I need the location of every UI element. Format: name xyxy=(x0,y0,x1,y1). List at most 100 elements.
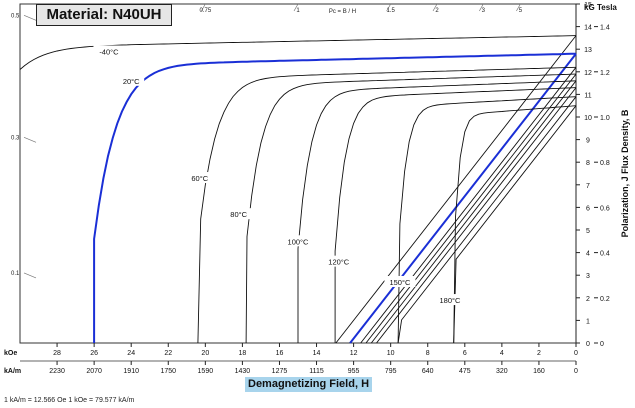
koe-tick-label: 16 xyxy=(276,350,284,357)
koe-tick-label: 20 xyxy=(201,350,209,357)
temperature-label: 20°C xyxy=(123,77,140,86)
koe-tick-label: 14 xyxy=(313,350,321,357)
kam-tick-label: 1910 xyxy=(123,368,139,375)
j-curve xyxy=(297,80,577,343)
demagnetization-curves xyxy=(19,35,577,344)
pc-top-tick-mark xyxy=(293,3,299,12)
koe-tick-label: 4 xyxy=(500,350,504,357)
j-curve xyxy=(197,66,577,344)
b-curve xyxy=(370,80,577,344)
kg-tick-label: 14 xyxy=(584,25,592,32)
tesla-tick-label: 0.6 xyxy=(600,205,610,212)
kg-unit-label: kG xyxy=(584,3,595,12)
pc-top-tick-label: 0.75 xyxy=(199,8,211,14)
koe-tick-label: 2 xyxy=(537,350,541,357)
kam-tick-label: 1590 xyxy=(198,368,214,375)
koe-unit-label: kOe xyxy=(4,350,17,357)
tesla-tick-label: 0 xyxy=(600,341,604,348)
temperature-label-bg xyxy=(93,45,125,57)
kam-tick-label: 320 xyxy=(496,368,508,375)
temperature-label-bg xyxy=(282,235,314,247)
koe-tick-label: 22 xyxy=(164,350,172,357)
koe-tick-label: 0 xyxy=(574,350,578,357)
temperature-label: -40°C xyxy=(99,47,119,56)
kam-tick-label: 640 xyxy=(422,368,434,375)
x-axis-label: Demagnetizing Field, H xyxy=(245,377,373,392)
koe-tick-label: 26 xyxy=(90,350,98,357)
kam-tick-label: 1275 xyxy=(272,368,288,375)
temperature-label: 80°C xyxy=(230,210,247,219)
pc-top-tick-label: 3 xyxy=(482,8,486,14)
temperature-label-bg xyxy=(434,294,466,306)
kam-tick-label: 1750 xyxy=(160,368,176,375)
pc-top-tick-label: 1.5 xyxy=(386,8,395,14)
kg-tick-label: 1 xyxy=(586,318,590,325)
koe-tick-label: 8 xyxy=(426,350,430,357)
temperature-label: 120°C xyxy=(328,258,350,267)
pc-top-tick-mark xyxy=(201,3,206,12)
kg-tick-label: 0 xyxy=(586,341,590,348)
temperature-labels: -40°C 20°C 60°C 80°C 100°C 120°C 150°C 180°C xyxy=(93,45,466,306)
tesla-unit-label: Tesla xyxy=(597,3,617,12)
temperature-label-bg xyxy=(323,255,355,267)
y-axis-label: Polarization, J Flux Density, B xyxy=(620,109,630,237)
unit-conversion-note: 1 kA/m = 12.566 Oe 1 kOe = 79.577 kA/m xyxy=(4,397,135,404)
kg-tick-label: 9 xyxy=(586,138,590,145)
pc-left-tick-mark xyxy=(23,272,37,279)
material-title: Material: N40UH xyxy=(36,4,172,26)
j-curve xyxy=(453,105,577,344)
koe-tick-label: 12 xyxy=(350,350,358,357)
b-curve xyxy=(453,105,577,344)
temperature-label-bg xyxy=(225,208,252,220)
b-curve xyxy=(349,53,577,344)
pc-top-tick-label: 1 xyxy=(296,8,300,14)
temperature-label-bg xyxy=(118,74,145,86)
kg-tick-label: 15 xyxy=(584,2,592,9)
tesla-tick-label: 1.2 xyxy=(600,70,610,77)
pc-top-tick-mark xyxy=(479,3,484,12)
koe-tick-label: 6 xyxy=(463,350,467,357)
b-curve xyxy=(335,35,577,344)
temperature-label: 100°C xyxy=(288,237,310,246)
kam-unit-label: kA/m xyxy=(4,368,21,375)
temperature-label: 150°C xyxy=(389,278,411,287)
j-curve xyxy=(19,35,577,70)
pc-top-tick-mark xyxy=(386,3,391,12)
kg-tick-label: 7 xyxy=(586,183,590,190)
pc-top-tick-mark xyxy=(432,3,438,12)
pc-left-tick-mark xyxy=(23,14,37,21)
kam-tick-label: 1115 xyxy=(309,368,324,375)
kg-tick-label: 13 xyxy=(584,47,592,54)
b-curve xyxy=(397,96,577,344)
j-curve xyxy=(397,96,577,344)
kam-tick-label: 1430 xyxy=(235,368,251,375)
kg-tick-label: 5 xyxy=(586,228,590,235)
kg-tick-label: 12 xyxy=(584,70,592,77)
pc-scale-label: Pc = B / H xyxy=(329,9,356,15)
tesla-tick-label: 0.4 xyxy=(600,251,610,258)
kg-tick-label: 6 xyxy=(586,205,590,212)
b-curve xyxy=(365,73,577,344)
axis-ticks: 012345678910111213141500.20.40.60.81.01.… xyxy=(4,2,630,375)
kam-tick-label: 0 xyxy=(574,368,578,375)
b-curve xyxy=(376,87,577,344)
temperature-label-bg xyxy=(384,275,416,287)
kam-tick-label: 955 xyxy=(348,368,360,375)
b-curve xyxy=(360,67,577,344)
tesla-tick-label: 0.2 xyxy=(600,296,610,303)
pc-top-tick-mark xyxy=(516,3,521,12)
j-curve xyxy=(93,52,577,343)
koe-tick-label: 10 xyxy=(387,350,395,357)
koe-tick-label: 18 xyxy=(239,350,247,357)
kam-tick-label: 795 xyxy=(385,368,397,375)
kg-tick-label: 8 xyxy=(586,160,590,167)
temperature-label-bg xyxy=(186,172,213,184)
kg-tick-label: 10 xyxy=(584,115,592,122)
kam-tick-label: 2070 xyxy=(86,368,102,375)
temperature-label: 180°C xyxy=(440,296,462,305)
pc-left-tick-label: 0.3 xyxy=(11,135,20,141)
pc-top-tick-label: 2 xyxy=(435,8,439,14)
kg-tick-label: 3 xyxy=(586,273,590,280)
j-curve xyxy=(334,87,577,343)
